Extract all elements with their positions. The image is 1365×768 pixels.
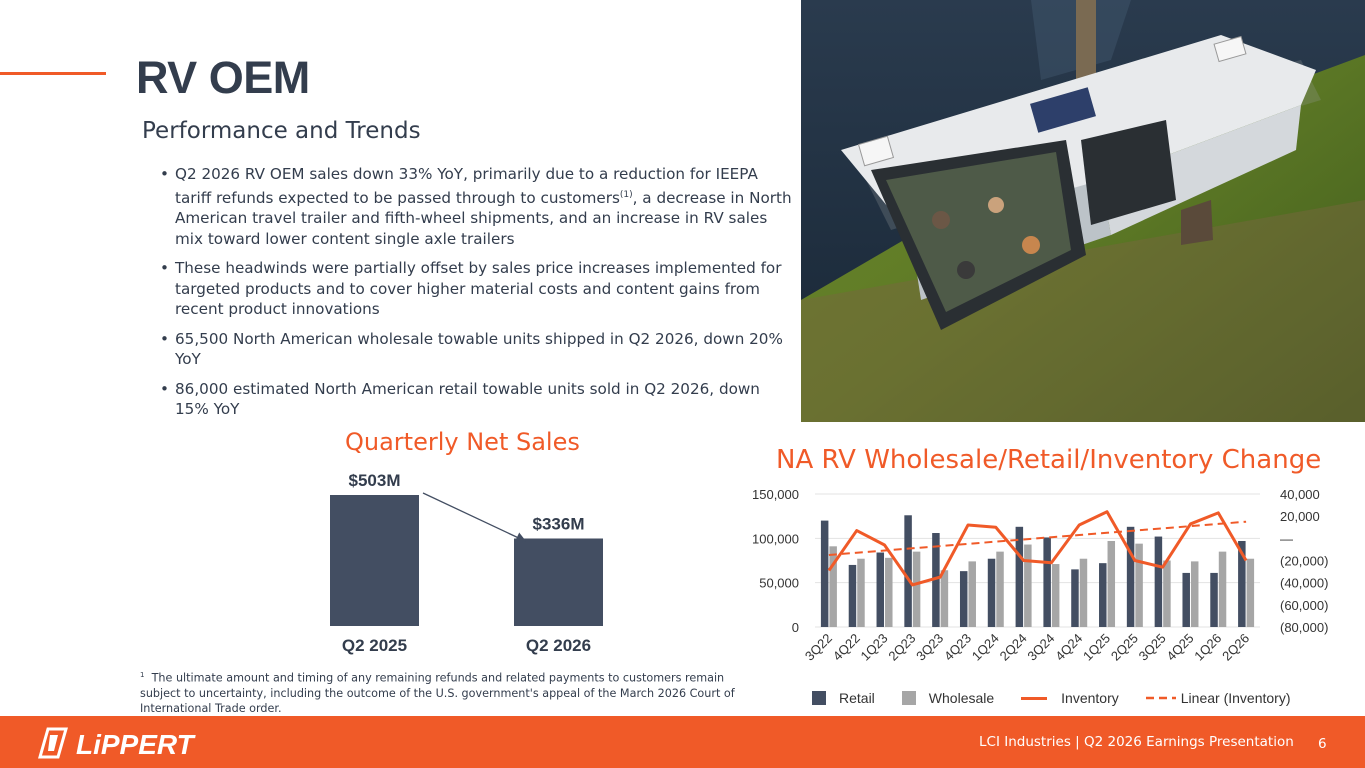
wholesale-bar [829, 546, 837, 627]
sales-bar-value: $336M [533, 514, 585, 533]
y2-tick-label: (20,000) [1280, 554, 1328, 569]
na-chart-title: NA RV Wholesale/Retail/Inventory Change [776, 445, 1322, 475]
wholesale-bar [1051, 564, 1060, 627]
page-title: RV OEM [136, 52, 310, 103]
wholesale-bar [1107, 540, 1116, 627]
inventory-trend-line [828, 520, 1247, 556]
retail-bar [1043, 537, 1051, 627]
x-tick-label: 1Q23 [858, 631, 891, 664]
wholesale-bar [968, 561, 976, 627]
y2-tick-label: (40,000) [1280, 576, 1328, 591]
sales-chart: $503M Q2 2025 $336M Q2 2026 [330, 471, 603, 655]
wholesale-bar [885, 557, 893, 627]
x-tick-label: 1Q25 [1080, 631, 1113, 664]
logo-text: LiPPERT [76, 729, 197, 759]
x-tick-label: 2Q25 [1108, 631, 1141, 664]
retail-bar [1126, 526, 1135, 627]
x-tick-label: 3Q23 [913, 631, 946, 664]
x-tick-label: 4Q24 [1052, 631, 1085, 664]
inventory-line [827, 510, 1248, 587]
sales-chart-title: Quarterly Net Sales [345, 428, 580, 456]
retail-bar [1071, 569, 1079, 627]
legend-inventory: Inventory [1021, 690, 1119, 706]
y-tick-label: 0 [792, 620, 799, 635]
footer-text: LCI Industries | Q2 2026 Earnings Presen… [979, 734, 1294, 750]
y-tick-label: 100,000 [752, 531, 799, 546]
rv-photo [801, 0, 1365, 422]
wholesale-bar [857, 558, 865, 627]
retail-bar [848, 564, 857, 627]
y2-tick-label: 20,000 [1280, 509, 1320, 524]
wholesale-bar [1190, 561, 1199, 627]
sales-bar-category: Q2 2025 [342, 636, 407, 655]
y2-tick-label: (80,000) [1280, 620, 1328, 635]
retail-bar [1154, 536, 1163, 627]
wholesale-bar [1246, 558, 1255, 627]
y2-tick-label: 40,000 [1280, 487, 1320, 502]
footnote: 1 The ultimate amount and timing of any … [140, 671, 735, 715]
y-tick-label: 50,000 [759, 576, 799, 591]
wholesale-bar [940, 570, 949, 627]
retail-bar [959, 571, 968, 627]
bullet-item: 65,500 North American wholesale towable … [160, 329, 795, 370]
legend-retail: Retail [812, 690, 875, 706]
legend-linear-inventory: Linear (Inventory) [1145, 690, 1291, 706]
sales-bar-value: $503M [349, 471, 401, 490]
bullet-item: Q2 2026 RV OEM sales down 33% YoY, prima… [160, 164, 795, 249]
sales-bar [514, 538, 603, 626]
bullet-item: 86,000 estimated North American retail t… [160, 379, 795, 420]
legend-wholesale: Wholesale [901, 690, 994, 706]
wholesale-bar [1024, 544, 1032, 627]
footer-bar: LiPPERT LCI Industries | Q2 2026 Earning… [0, 716, 1365, 768]
x-tick-label: 1Q24 [969, 631, 1002, 664]
page-subtitle: Performance and Trends [142, 118, 421, 144]
retail-bar [904, 515, 912, 627]
wholesale-bar [1163, 560, 1171, 627]
wholesale-bar [1218, 551, 1227, 627]
chart-legend: Retail Wholesale Inventory Linear (Inven… [812, 690, 1317, 706]
retail-bar [1238, 540, 1246, 627]
lippert-logo: LiPPERT [36, 727, 246, 763]
retail-bar [932, 533, 940, 627]
wholesale-bar [912, 551, 921, 627]
wholesale-bar [996, 551, 1004, 627]
title-accent-line [0, 72, 106, 75]
retail-bar [820, 520, 829, 627]
retail-bar [987, 558, 996, 627]
wholesale-bar [1079, 558, 1088, 627]
sales-bar [330, 495, 419, 626]
page-number: 6 [1318, 736, 1327, 752]
x-tick-label: 3Q24 [1024, 631, 1057, 664]
retail-bar [876, 552, 885, 627]
sales-bar-category: Q2 2026 [526, 636, 591, 655]
x-tick-label: 2Q23 [885, 631, 918, 664]
bullet-item: These headwinds were partially offset by… [160, 258, 795, 320]
na-rv-chart: 150,000 100,000 50,000 0 40,000 20,000 — (20,00… [752, 487, 1328, 664]
x-tick-label: 3Q22 [802, 631, 835, 664]
x-tick-label: 4Q22 [830, 631, 863, 664]
y2-tick-label: (60,000) [1280, 598, 1328, 613]
retail-bar [1210, 572, 1218, 627]
wholesale-bar [1135, 543, 1143, 627]
retail-bar [1099, 563, 1107, 627]
retail-bar [1182, 572, 1190, 627]
decline-arrow [422, 492, 527, 542]
x-tick-label: 4Q23 [941, 631, 974, 664]
x-tick-label: 3Q25 [1136, 631, 1169, 664]
retail-bar [1015, 526, 1024, 627]
x-tick-label: 2Q24 [997, 631, 1030, 664]
bullet-list: Q2 2026 RV OEM sales down 33% YoY, prima… [160, 164, 795, 429]
x-tick-label: 4Q25 [1163, 631, 1196, 664]
x-tick-label: 2Q26 [1219, 631, 1252, 664]
y2-tick-label: — [1280, 531, 1293, 546]
x-tick-label: 1Q26 [1191, 631, 1224, 664]
y-tick-label: 150,000 [752, 487, 799, 502]
